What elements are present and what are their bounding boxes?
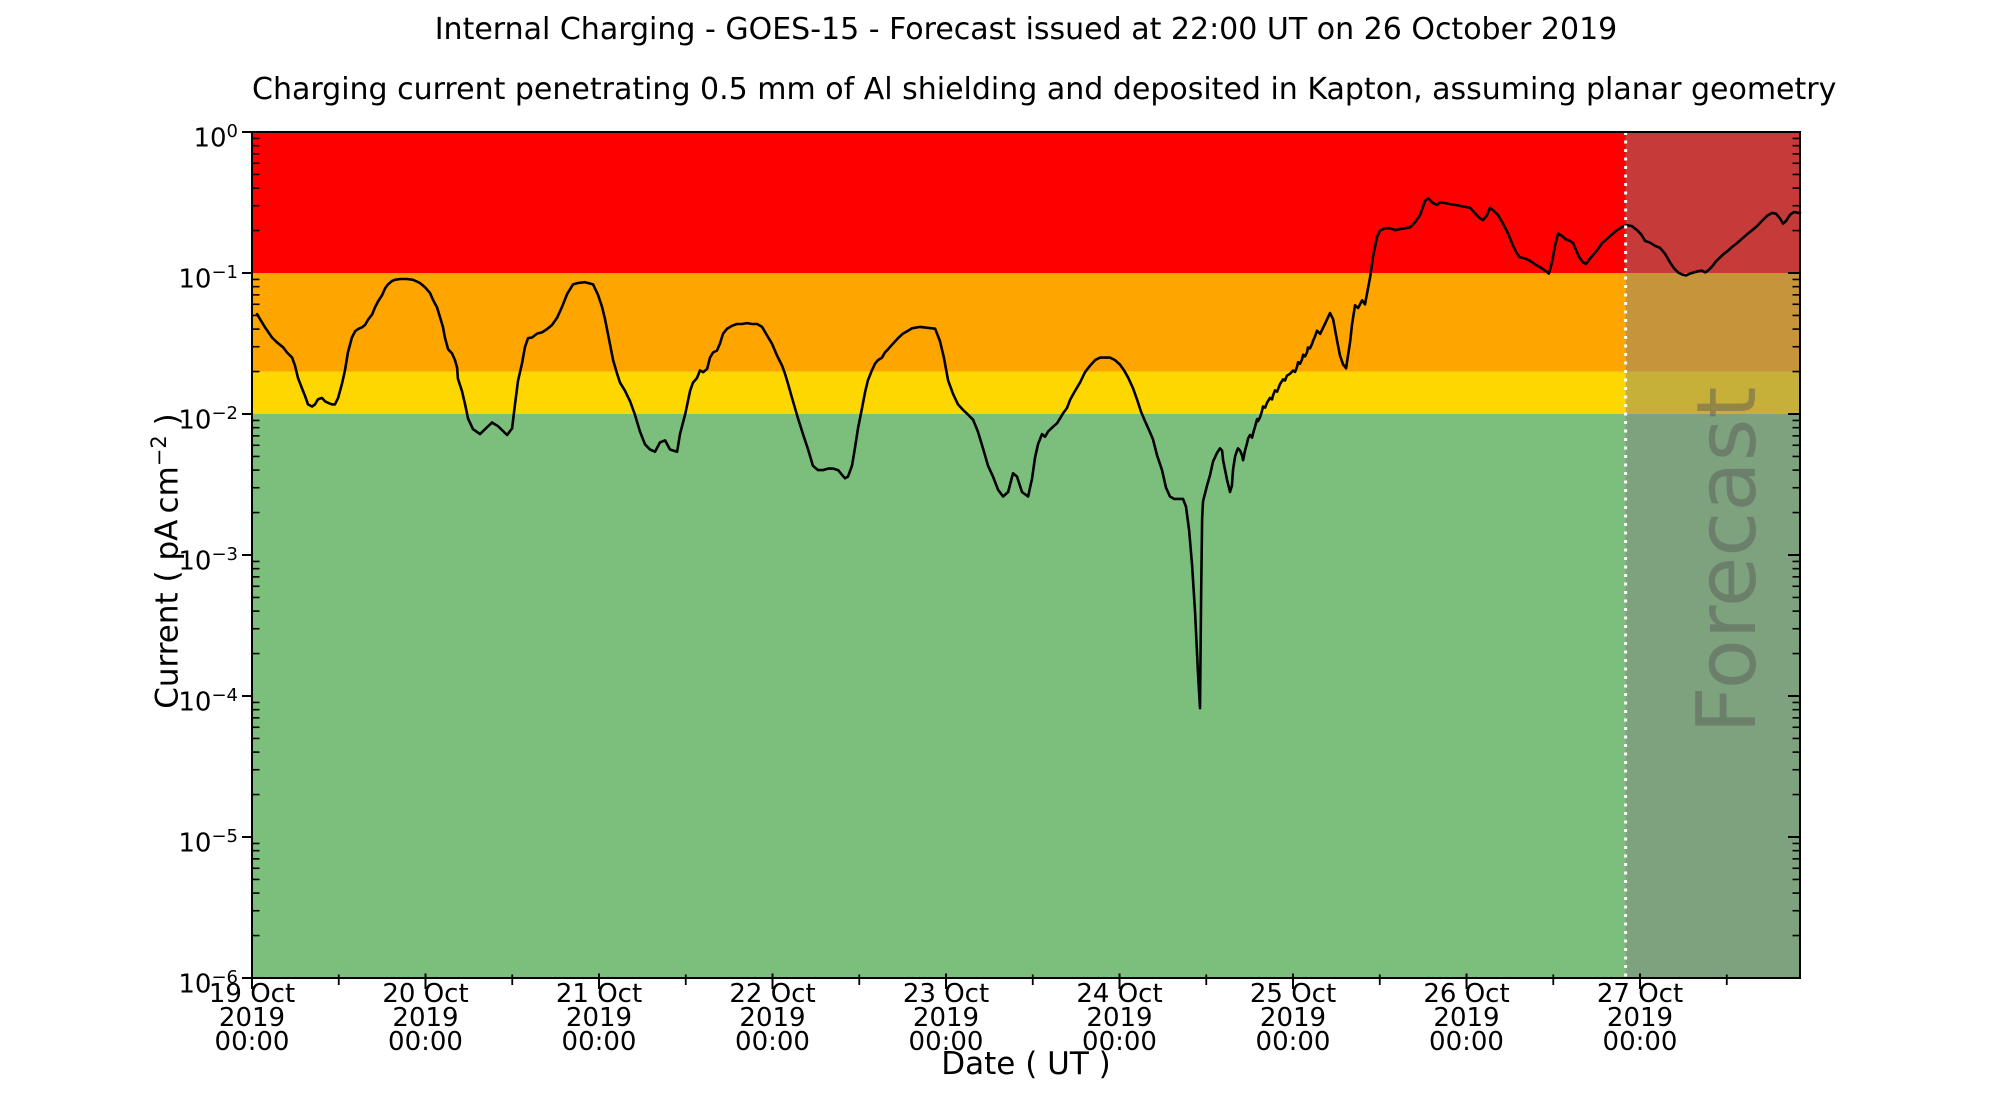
x-tick-label-date: 19 Oct — [208, 979, 296, 1009]
x-tick-label-year: 2019 — [739, 1003, 806, 1033]
x-tick-label: 21 Oct 2019 00:00 — [539, 979, 659, 1057]
x-tick-label-year: 2019 — [1086, 1003, 1153, 1033]
y-axis-label-text: Current ( pA cm — [149, 466, 186, 709]
x-tick-label-year: 2019 — [1259, 1003, 1327, 1033]
page-subtitle: Charging current penetrating 0.5 mm of A… — [252, 72, 1837, 107]
y-tick-label: 10−5 — [178, 826, 238, 859]
y-tick-label: 10−3 — [178, 544, 238, 577]
y-tick-label: 10−1 — [178, 262, 238, 295]
band-green-quiet — [252, 414, 1800, 978]
y-tick-label: 10−2 — [178, 403, 238, 436]
forecast-overlay — [1625, 132, 1800, 978]
x-tick-label-year: 2019 — [912, 1003, 980, 1033]
x-tick-label: 22 Oct 2019 00:00 — [713, 979, 833, 1057]
y-tick-label: 10−6 — [178, 967, 238, 1000]
x-tick-label-date: 23 Oct — [902, 979, 990, 1009]
x-tick-label-year: 2019 — [392, 1003, 459, 1033]
x-tick-label-time: 00:00 — [388, 1027, 463, 1057]
x-tick-label-year: 2019 — [218, 1003, 286, 1033]
x-tick-label-time: 00:00 — [1602, 1027, 1678, 1057]
x-tick-label-date: 24 Oct — [1076, 979, 1163, 1009]
x-tick-label: 23 Oct 2019 00:00 — [886, 979, 1006, 1057]
x-tick-label-time: 00:00 — [908, 1027, 984, 1057]
x-tick-label-year: 2019 — [1433, 1003, 1500, 1033]
x-tick-label: 20 Oct 2019 00:00 — [366, 979, 486, 1057]
x-tick-label-date: 21 Oct — [555, 979, 643, 1009]
y-tick-label: 10−4 — [178, 685, 238, 718]
x-tick-label-time: 00:00 — [214, 1027, 290, 1057]
y-axis-label-exponent: −2 — [147, 435, 171, 467]
band-orange-warning — [252, 273, 1800, 372]
x-tick-label-year: 2019 — [1606, 1003, 1674, 1033]
x-tick-label-date: 22 Oct — [729, 979, 816, 1009]
x-tick-label: 24 Oct 2019 00:00 — [1060, 979, 1180, 1057]
x-tick-label-date: 20 Oct — [382, 979, 469, 1009]
x-tick-label-time: 00:00 — [1082, 1027, 1157, 1057]
x-tick-label-date: 26 Oct — [1423, 979, 1510, 1009]
x-tick-label-time: 00:00 — [1429, 1027, 1504, 1057]
page-title: Internal Charging - GOES-15 - Forecast i… — [434, 12, 1618, 47]
charging-current-line — [255, 196, 1802, 710]
x-tick-label-date: 27 Oct — [1596, 979, 1684, 1009]
y-tick-label: 100 — [193, 121, 238, 154]
x-tick-label-year: 2019 — [565, 1003, 633, 1033]
x-tick-label-time: 00:00 — [1255, 1027, 1331, 1057]
x-axis-label: Date ( UT ) — [941, 1046, 1111, 1082]
x-tick-label: 26 Oct 2019 00:00 — [1407, 979, 1527, 1057]
x-tick-label: 27 Oct 2019 00:00 — [1580, 979, 1700, 1057]
x-tick-label-time: 00:00 — [735, 1027, 810, 1057]
x-tick-label-date: 25 Oct — [1249, 979, 1337, 1009]
x-tick-label-time: 00:00 — [561, 1027, 637, 1057]
forecast-watermark: Forecast — [1680, 260, 1775, 860]
band-yellow-caution — [252, 371, 1800, 414]
band-red-alert — [252, 132, 1800, 273]
x-tick-label: 19 Oct 2019 00:00 — [192, 979, 312, 1057]
x-tick-label: 25 Oct 2019 00:00 — [1233, 979, 1353, 1057]
